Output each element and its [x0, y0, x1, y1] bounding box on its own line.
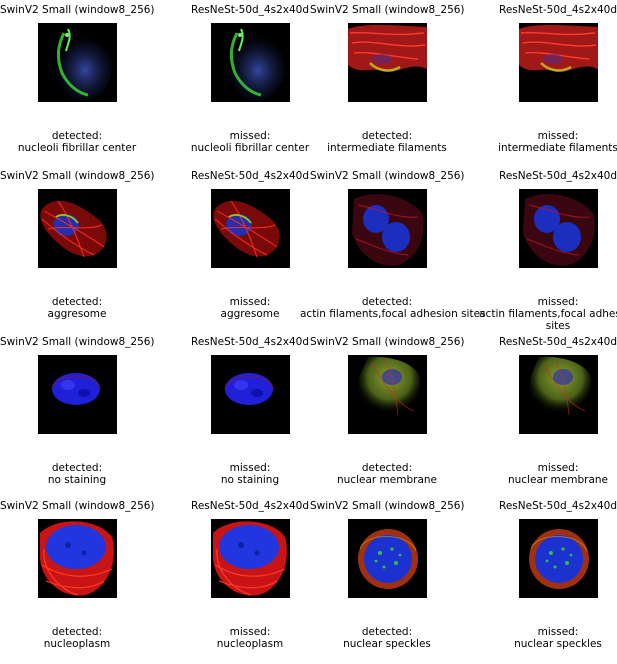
- caption-status: missed:: [229, 296, 271, 308]
- result-panel: SwinV2 Small (window8_256) detected: nucle…: [0, 4, 155, 168]
- caption-status: detected:: [51, 296, 103, 308]
- panel-model-title: SwinV2 Small (window8_256): [310, 500, 465, 512]
- panel-caption: missed: nuclear speckles: [471, 626, 617, 650]
- panel-model-title: ResNeSt-50d_4s2x40d: [499, 500, 617, 512]
- caption-label: nuclear speckles: [343, 638, 431, 650]
- panel-caption: missed: no staining: [163, 462, 337, 486]
- microscopy-image: [519, 23, 598, 102]
- microscopy-image: [38, 519, 117, 598]
- caption-label: aggresome: [220, 308, 280, 320]
- result-panel: SwinV2 Small (window8_256) detected: nucle…: [310, 336, 465, 500]
- caption-status: missed:: [537, 462, 579, 474]
- panel-caption: missed: aggresome: [163, 296, 337, 320]
- microscopy-image: [211, 519, 290, 598]
- panel-caption: detected: nucleoplasm: [0, 626, 164, 650]
- caption-status: missed:: [229, 130, 271, 142]
- caption-status: detected:: [361, 296, 413, 308]
- caption-status: missed:: [537, 130, 579, 142]
- caption-status: detected:: [361, 462, 413, 474]
- microscopy-image: [348, 355, 427, 434]
- microscopy-image: [211, 23, 290, 102]
- panel-caption: detected: intermediate filaments: [300, 130, 474, 154]
- caption-label: nuclear membrane: [337, 474, 437, 486]
- microscopy-image: [348, 23, 427, 102]
- panel-model-title: ResNeSt-50d_4s2x40d: [499, 4, 617, 16]
- caption-label: nucleoplasm: [216, 638, 284, 650]
- panel-model-title: SwinV2 Small (window8_256): [0, 336, 155, 348]
- result-panel: ResNeSt-50d_4s2x40d missed: nucleoplasm: [173, 500, 327, 664]
- panel-caption: detected: no staining: [0, 462, 164, 486]
- result-panel: SwinV2 Small (window8_256) detected: no st…: [0, 336, 155, 500]
- panel-model-title: SwinV2 Small (window8_256): [0, 170, 155, 182]
- result-panel: ResNeSt-50d_4s2x40d missed: intermediate f…: [481, 4, 617, 168]
- panel-model-title: SwinV2 Small (window8_256): [0, 4, 155, 16]
- caption-label: actin filaments,focal adhesion: [479, 308, 617, 320]
- microscopy-image: [348, 519, 427, 598]
- caption-status: missed:: [537, 296, 579, 308]
- result-panel: SwinV2 Small (window8_256) detected: nucle…: [310, 500, 465, 664]
- caption-label: nuclear membrane: [508, 474, 608, 486]
- panel-caption: detected: nuclear speckles: [300, 626, 474, 650]
- caption-label: nucleoli fibrillar center: [190, 142, 310, 154]
- microscopy-image: [38, 189, 117, 268]
- result-panel: SwinV2 Small (window8_256) detected: nucle…: [0, 500, 155, 664]
- panel-model-title: ResNeSt-50d_4s2x40d: [191, 170, 309, 182]
- panel-caption: detected: actin filaments,focal adhesion …: [300, 296, 486, 320]
- caption-label: nucleoplasm: [43, 638, 111, 650]
- panel-caption: detected: nuclear membrane: [300, 462, 474, 486]
- caption-label: intermediate filaments: [327, 142, 447, 154]
- result-panel: SwinV2 Small (window8_256) detected: actin…: [300, 170, 486, 334]
- caption-label: intermediate filaments: [498, 142, 617, 154]
- panel-model-title: ResNeSt-50d_4s2x40d: [191, 4, 309, 16]
- panel-model-title: SwinV2 Small (window8_256): [0, 500, 155, 512]
- panel-caption: detected: aggresome: [0, 296, 164, 320]
- caption-label: actin filaments,focal adhesion sites: [300, 308, 486, 320]
- microscopy-image: [38, 355, 117, 434]
- panel-model-title: ResNeSt-50d_4s2x40d: [499, 336, 617, 348]
- result-panel: ResNeSt-50d_4s2x40d missed: no staining: [173, 336, 327, 500]
- microscopy-image: [519, 189, 598, 268]
- panel-model-title: SwinV2 Small (window8_256): [310, 4, 465, 16]
- result-panel: SwinV2 Small (window8_256) detected: aggre…: [0, 170, 155, 334]
- caption-status: missed:: [229, 626, 271, 638]
- panel-model-title: SwinV2 Small (window8_256): [310, 336, 465, 348]
- caption-label: aggresome: [47, 308, 107, 320]
- caption-label: sites: [545, 320, 571, 332]
- caption-label: no staining: [47, 474, 107, 486]
- microscopy-image: [38, 23, 117, 102]
- result-panel: ResNeSt-50d_4s2x40d missed: actin filament…: [479, 170, 617, 334]
- panel-caption: missed: nucleoplasm: [163, 626, 337, 650]
- caption-status: missed:: [537, 626, 579, 638]
- caption-status: detected:: [361, 626, 413, 638]
- panel-caption: missed: nuclear membrane: [471, 462, 617, 486]
- microscopy-image: [519, 519, 598, 598]
- panel-model-title: SwinV2 Small (window8_256): [310, 170, 465, 182]
- caption-status: detected:: [51, 130, 103, 142]
- caption-label: nucleoli fibrillar center: [17, 142, 137, 154]
- result-panel: ResNeSt-50d_4s2x40d missed: aggresome: [173, 170, 327, 334]
- panel-caption: missed: intermediate filaments: [471, 130, 617, 154]
- panel-caption: missed:actin filaments,focal adhesionsit…: [471, 296, 617, 332]
- microscopy-image: [348, 189, 427, 268]
- caption-status: missed:: [229, 462, 271, 474]
- panel-caption: missed: nucleoli fibrillar center: [163, 130, 337, 154]
- result-panel: SwinV2 Small (window8_256) detected: inter…: [310, 4, 465, 168]
- microscopy-image: [519, 355, 598, 434]
- caption-status: detected:: [51, 626, 103, 638]
- microscopy-image: [211, 355, 290, 434]
- result-panel: ResNeSt-50d_4s2x40d missed: nuclear membra…: [481, 336, 617, 500]
- caption-status: detected:: [51, 462, 103, 474]
- panel-model-title: ResNeSt-50d_4s2x40d: [191, 336, 309, 348]
- microscopy-image: [211, 189, 290, 268]
- result-panel: ResNeSt-50d_4s2x40d missed: nucleoli fibri…: [173, 4, 327, 168]
- result-panel: ResNeSt-50d_4s2x40d missed: nuclear speckl…: [481, 500, 617, 664]
- caption-label: no staining: [220, 474, 280, 486]
- caption-label: nuclear speckles: [514, 638, 602, 650]
- panel-model-title: ResNeSt-50d_4s2x40d: [191, 500, 309, 512]
- panel-caption: detected: nucleoli fibrillar center: [0, 130, 164, 154]
- caption-status: detected:: [361, 130, 413, 142]
- panel-model-title: ResNeSt-50d_4s2x40d: [499, 170, 617, 182]
